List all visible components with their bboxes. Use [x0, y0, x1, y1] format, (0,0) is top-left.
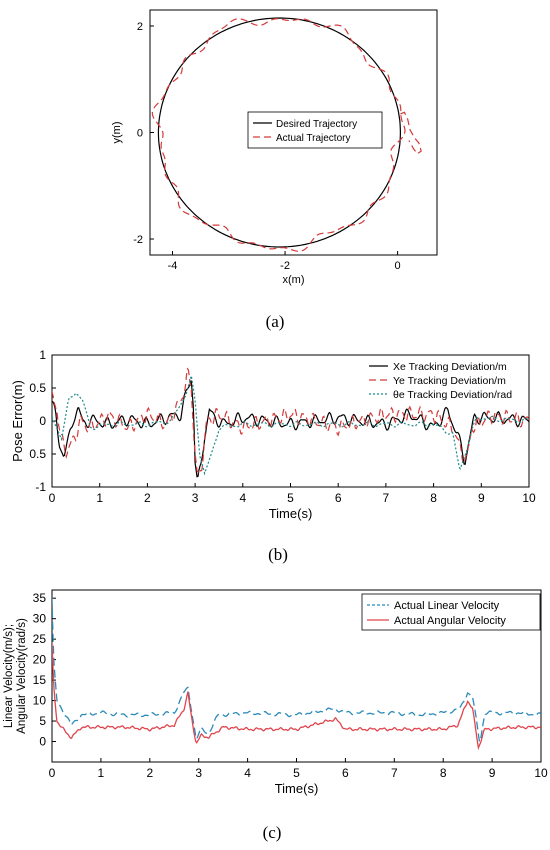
y-axis-label: Pose Error(m)	[10, 380, 25, 462]
x-axis-label: Time(s)	[275, 781, 319, 796]
y-tick-label: -2	[133, 234, 143, 246]
x-tick-label: 8	[440, 766, 447, 780]
x-tick-label: 0	[49, 491, 56, 505]
series-line-2	[52, 367, 529, 474]
x-tick-label: 6	[335, 491, 342, 505]
x-tick-label: 3	[192, 491, 199, 505]
y-tick-label: 5	[39, 714, 46, 728]
caption-b: (b)	[268, 545, 288, 564]
y-tick-label: 0	[39, 735, 46, 749]
y-tick-label: 30	[33, 612, 47, 626]
panel-c: 0 1 2 3 4 5 6 7 8 9 10 35 30 25 20 15 10 5 0 Time(s) Linear …	[3, 589, 548, 842]
x-tick-label: 7	[391, 766, 398, 780]
legend-label: Actual Angular Velocity	[394, 615, 506, 627]
series-line-3	[52, 375, 529, 476]
y-tick-label: 15	[33, 673, 47, 687]
x-tick-label: 9	[478, 491, 485, 505]
x-tick-label: 4	[244, 766, 251, 780]
x-tick-label: -2	[280, 260, 290, 272]
legend-label: Actual Trajectory	[276, 133, 350, 144]
y-axis-label: y(m)	[111, 122, 123, 144]
x-tick-label: -4	[168, 260, 178, 272]
actual-trajectory-line	[151, 18, 406, 252]
y-axis-label-line: Angular Velocity(rad/s)	[16, 618, 28, 734]
legend-label: θe Tracking Deviation/rad	[393, 389, 512, 401]
legend-label: Desired Trajectory	[276, 119, 357, 130]
legend-box	[247, 111, 383, 149]
x-tick-label: 5	[293, 766, 300, 780]
x-tick-label: 10	[534, 766, 548, 780]
y-tick-label: 0.5	[29, 447, 46, 461]
panel-b: 0 1 2 3 4 5 6 7 8 9 10 1 0.5 0 0.5 -1 Time(s) Pose Error(…	[10, 348, 536, 564]
y-tick-label: 1	[39, 348, 46, 362]
legend-box	[361, 593, 541, 631]
caption-a: (a)	[266, 312, 285, 331]
legend-label: Xe Tracking Deviation/m	[393, 361, 507, 373]
x-tick-label: 5	[287, 491, 294, 505]
legend-label: Ye Tracking Deviation/m	[393, 375, 506, 387]
x-tick-label: 2	[144, 491, 151, 505]
series-line-1	[52, 597, 541, 743]
x-tick-label: 3	[195, 766, 202, 780]
y-tick-label: 2	[137, 21, 143, 33]
y-tick-label: 20	[33, 653, 47, 667]
x-tick-label: 0	[395, 260, 401, 272]
y-axis-label: Linear Velocity(m/s);Angular Velocity(ra…	[3, 618, 28, 734]
x-tick-label: 2	[146, 766, 153, 780]
x-tick-label: 4	[239, 491, 246, 505]
y-tick-label: 10	[33, 694, 47, 708]
x-tick-label: 8	[430, 491, 437, 505]
x-tick-label: 1	[98, 766, 105, 780]
y-tick-label: 35	[33, 591, 47, 605]
x-axis-label: x(m)	[283, 274, 305, 286]
x-tick-label: 10	[522, 491, 536, 505]
caption-c: (c)	[263, 823, 282, 842]
x-tick-label: 9	[489, 766, 496, 780]
actual-trajectory-excursion	[400, 111, 422, 155]
panel-a: -4 -2 0 -2 0 2 x(m) y(m) Desired Trajectory Actua…	[111, 9, 438, 331]
y-tick-label: 0.5	[29, 381, 46, 395]
x-tick-label: 7	[383, 491, 390, 505]
x-axis-label: Time(s)	[269, 506, 313, 521]
desired-trajectory-line	[157, 17, 401, 248]
x-tick-label: 0	[49, 766, 56, 780]
series-line-2	[52, 642, 541, 751]
y-tick-label: -1	[35, 480, 46, 494]
series-line-1	[52, 380, 529, 478]
y-tick-label: 0	[137, 128, 143, 140]
y-tick-label: 0	[39, 414, 46, 428]
x-tick-label: 6	[342, 766, 349, 780]
y-axis-label-line: Linear Velocity(m/s);	[3, 624, 15, 728]
y-tick-label: 25	[33, 632, 47, 646]
x-tick-label: 1	[96, 491, 103, 505]
legend-label: Actual Linear Velocity	[394, 600, 500, 612]
